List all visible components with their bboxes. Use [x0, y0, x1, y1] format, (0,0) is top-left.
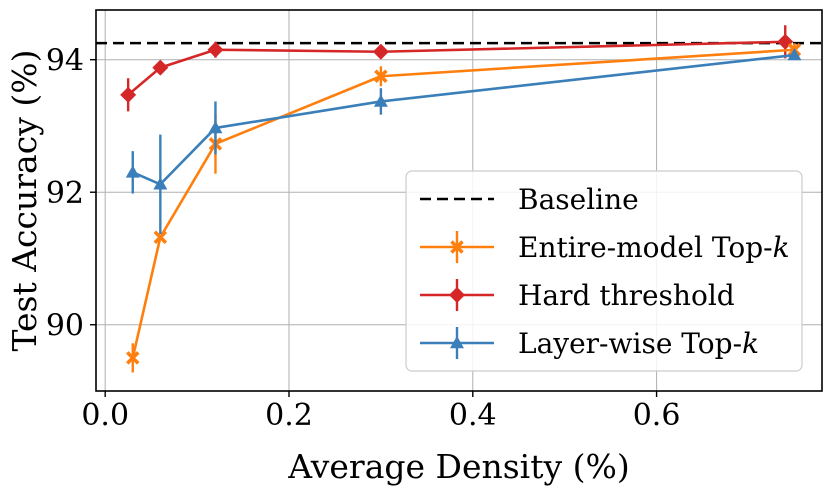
x-tick-label: 0.6: [633, 398, 681, 433]
series-hard-threshold: [120, 25, 794, 112]
legend-box: [405, 170, 803, 372]
x-tick-label: 0.4: [449, 398, 497, 433]
legend-label-text: Layer-wise Top-: [518, 327, 742, 360]
x-tick-label: 0.2: [265, 398, 313, 433]
ticks: 0.0 0.2 0.4 0.6 90 92 94: [46, 44, 681, 433]
data-point: [372, 43, 389, 60]
legend-handle-marker: [449, 287, 465, 303]
legend-label-layer-wise-top: Layer-wise Top-k: [518, 327, 759, 360]
data-point: [125, 165, 140, 178]
data-point: [208, 120, 223, 134]
data-point: [787, 48, 802, 61]
legend-label-hard-threshold: Hard threshold: [518, 279, 735, 312]
y-tick-label: 90: [46, 309, 84, 344]
data-point: [126, 351, 140, 365]
data-point: [374, 69, 388, 83]
legend-label-entire-model-top: Entire-model Top-k: [518, 231, 790, 264]
series-layer-wise-top: [125, 48, 802, 234]
data-point: [373, 94, 388, 107]
x-tick-label: 0.0: [81, 398, 129, 433]
y-tick-label: 92: [46, 176, 84, 211]
legend-label-italic: k: [773, 231, 790, 264]
y-tick-label: 94: [46, 44, 84, 79]
legend-label-baseline: Baseline: [518, 183, 639, 216]
x-axis-title: Average Density (%): [287, 447, 630, 486]
legend-label-text: Entire-model Top-: [518, 231, 773, 264]
series-line: [132, 53, 795, 186]
data-point: [207, 41, 224, 58]
data-point: [153, 177, 168, 190]
plot-frame: [95, 9, 823, 392]
legend-handle-marker: [450, 336, 464, 349]
legend-label-italic: k: [742, 327, 759, 360]
series-layer: [120, 25, 802, 373]
data-point: [153, 230, 168, 245]
legend-handle-marker: [450, 240, 464, 254]
data-point: [152, 59, 169, 76]
y-axis-title: Test Accuracy (%): [5, 50, 44, 352]
legend-label-text: Hard threshold: [518, 279, 735, 312]
data-point: [120, 86, 137, 103]
